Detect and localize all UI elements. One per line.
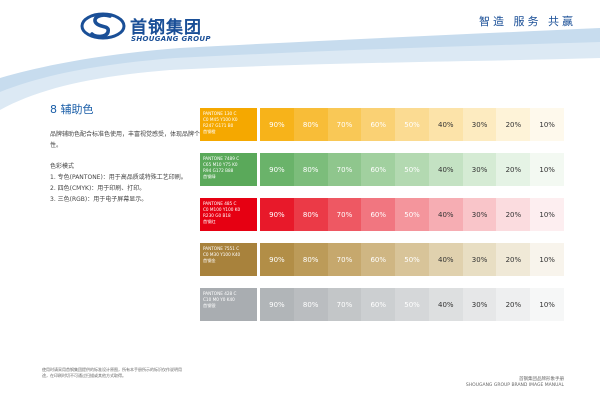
tint-swatch: 90% [260,288,294,321]
color-spec-line: C65 M10 Y75 K0 [203,162,238,167]
color-swatch-row: PANTONE 130 C C0 M45 Y100 K0 R247 G171 B0 首… [200,108,565,141]
color-spec-line: R94 G172 B88 [203,168,234,173]
tint-swatch: 50% [395,198,429,231]
tint-swatch: 10% [530,288,565,321]
slogan: 智造 服务 共赢 [479,15,576,28]
manual-title-cn: 首钢集团品牌形象手册 [519,377,564,382]
tint-swatch: 50% [395,153,429,186]
tint-swatch: 40% [428,288,463,321]
tint-swatch: 10% [530,153,565,186]
color-spec-line: 首钢银 [203,303,216,308]
color-spec-line: 首钢橙 [203,129,216,134]
tint-swatch: 80% [293,288,328,321]
tint-strip: 90% 80% 70% 60% 50% 40% 30% 20% 10% [260,108,565,141]
base-color-swatch: PANTONE 428 C C10 M0 Y0 K40 首钢银 [200,288,257,321]
tint-swatch: 50% [395,108,429,141]
tint-swatch: 90% [260,243,294,276]
color-spec-line: C0 M30 Y100 K40 [203,252,241,257]
color-spec-line: C0 M45 Y100 K0 [203,117,238,122]
color-spec-line: PANTONE 7551 C [203,246,240,251]
tint-swatch: 30% [462,243,497,276]
company-logo: 首钢集团 SHOUGANG GROUP [80,9,230,45]
color-spec-line: PANTONE 7489 C [203,156,240,161]
color-spec-line: 首钢金 [203,258,216,263]
tint-swatch: 20% [496,153,531,186]
tint-strip: 90% 80% 70% 60% 50% 40% 30% 20% 10% [260,243,565,276]
tint-swatch: 40% [428,153,463,186]
color-spec-line: PANTONE 130 C [203,111,237,116]
section-title: 8 辅助色 [50,103,94,116]
color-spec-line: 首钢绿 [203,174,216,179]
tint-swatch: 20% [496,198,531,231]
header-background [0,0,600,110]
tint-swatch: 60% [361,198,396,231]
section-intro: 品牌辅助色配合标准色使用，丰富视觉感受，体现品牌个性。 [50,131,201,149]
tint-swatch: 60% [361,108,396,141]
tint-strip: 90% 80% 70% 60% 50% 40% 30% 20% 10% [260,288,565,321]
color-swatch-row: PANTONE 7489 C C65 M10 Y75 K0 R94 G172 B88… [200,153,565,186]
tint-swatch: 40% [428,108,463,141]
brand-name-en: SHOUGANG GROUP [131,35,211,43]
tint-swatch: 70% [327,288,362,321]
tint-swatch: 80% [293,153,328,186]
color-spec-line: C10 M0 Y0 K40 [203,297,235,302]
tint-swatch: 10% [530,198,565,231]
base-color-swatch: PANTONE 485 C C0 M100 Y100 K0 R230 G0 B18 首… [200,198,257,231]
tint-swatch: 20% [496,108,531,141]
tint-swatch: 60% [361,243,396,276]
color-modes-title: 色彩模式 [50,163,75,170]
color-swatch-row: PANTONE 485 C C0 M100 Y100 K0 R230 G0 B18 首… [200,198,565,231]
tint-swatch: 90% [260,153,294,186]
tint-swatch: 80% [293,108,328,141]
color-spec-line: R230 G0 B18 [203,213,231,218]
usage-note: 使用时请采用首钢集团提供的标准设计原图，所有本手册所示的标识仅作说明用途，在印刷… [42,367,182,378]
tint-swatch: 60% [361,288,396,321]
color-swatch-row: PANTONE 7551 C C0 M30 Y100 K40 首钢金 90% 80% 70… [200,243,565,276]
tint-swatch: 50% [395,288,429,321]
color-spec-line: PANTONE 485 C [203,201,237,206]
brand-name-cn: 首钢集团 [130,18,202,38]
color-spec-line: PANTONE 428 C [203,291,237,296]
color-modes: 色彩模式 1. 专色(PANTONE)：用于高品质或特殊工艺印刷。 2. 四色(… [50,161,200,205]
base-color-swatch: PANTONE 7551 C C0 M30 Y100 K40 首钢金 [200,243,257,276]
base-color-swatch: PANTONE 130 C C0 M45 Y100 K0 R247 G171 B0 首… [200,108,257,141]
color-spec-line: C0 M100 Y100 K0 [203,207,241,212]
tint-swatch: 20% [496,288,531,321]
tint-swatch: 60% [361,153,396,186]
color-mode-item: 3. 三色(RGB)：用于电子屏幕显示。 [50,196,148,203]
base-color-swatch: PANTONE 7489 C C65 M10 Y75 K0 R94 G172 B88… [200,153,257,186]
tint-swatch: 70% [327,243,362,276]
tint-swatch: 40% [428,243,463,276]
tint-swatch: 10% [530,108,565,141]
color-mode-item: 1. 专色(PANTONE)：用于高品质或特殊工艺印刷。 [50,174,187,181]
tint-swatch: 30% [462,288,497,321]
tint-swatch: 90% [260,198,294,231]
tint-swatch: 20% [496,243,531,276]
tint-swatch: 80% [293,198,328,231]
tint-swatch: 70% [327,198,362,231]
manual-title-en: SHOUGANG GROUP BRAND IMAGE MANUAL [465,383,564,388]
color-mode-item: 2. 四色(CMYK)：用于印刷、打印。 [50,185,146,192]
color-swatch-row: PANTONE 428 C C10 M0 Y0 K40 首钢银 90% 80% 70% 60… [200,288,565,321]
tint-swatch: 30% [462,108,497,141]
color-spec-line: R247 G171 B0 [203,123,234,128]
tint-swatch: 40% [428,198,463,231]
tint-swatch: 80% [293,243,328,276]
tint-swatch: 30% [462,153,497,186]
manual-footer: 首钢集团品牌形象手册 SHOUGANG GROUP BRAND IMAGE MA… [466,377,564,389]
color-spec-line: 首钢红 [203,219,216,224]
tint-swatch: 70% [327,153,362,186]
tint-swatch: 30% [462,198,497,231]
shougang-emblem-icon [80,12,126,40]
tint-swatch: 10% [530,243,565,276]
tint-swatch: 70% [327,108,362,141]
tint-strip: 90% 80% 70% 60% 50% 40% 30% 20% 10% [260,198,565,231]
tint-strip: 90% 80% 70% 60% 50% 40% 30% 20% 10% [260,153,565,186]
tint-swatch: 90% [260,108,294,141]
tint-swatch: 50% [395,243,429,276]
